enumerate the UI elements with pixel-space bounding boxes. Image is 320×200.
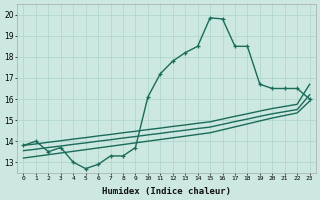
X-axis label: Humidex (Indice chaleur): Humidex (Indice chaleur): [102, 187, 231, 196]
